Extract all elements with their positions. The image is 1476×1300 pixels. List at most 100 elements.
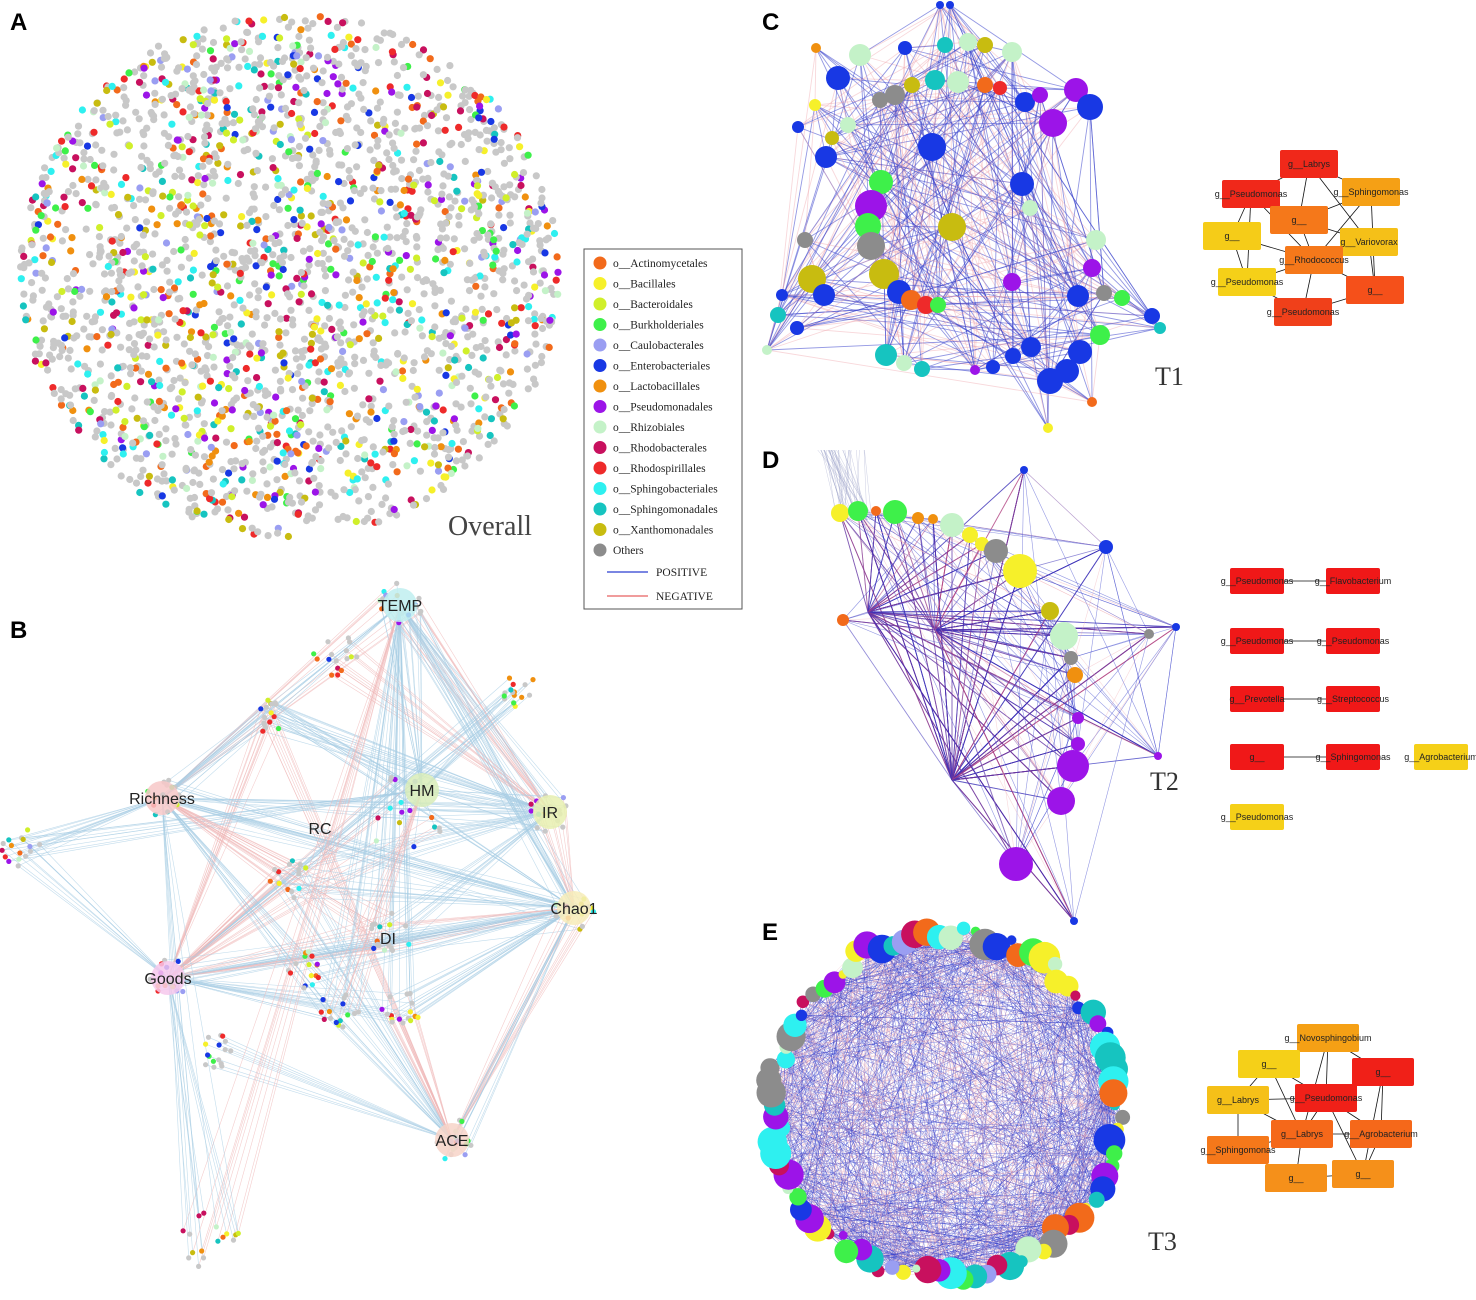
otu-node: [273, 457, 281, 465]
negative-edge: [881, 948, 1108, 1033]
positive-edge: [847, 122, 1054, 126]
positive-edge: [796, 239, 1097, 329]
otu-node: [317, 208, 325, 216]
edge: [328, 659, 551, 813]
panel-a-caption: Overall: [448, 511, 532, 542]
otu-node: [340, 235, 348, 243]
otu-node: [217, 229, 225, 237]
otu-node: [100, 455, 108, 463]
otu-node: [449, 83, 457, 91]
otu-node: [179, 36, 187, 44]
otu-node: [261, 387, 269, 395]
negative-edge: [1063, 635, 1159, 757]
otu-node: [468, 1142, 474, 1148]
edge: [167, 977, 419, 1018]
otu-node: [296, 121, 304, 129]
otu-node: [178, 172, 186, 180]
otu-node: [371, 945, 377, 952]
otu-node: [346, 341, 354, 349]
otu-node: [776, 289, 788, 301]
edge: [167, 977, 325, 1020]
otu-node: [450, 173, 458, 181]
positive-edge: [967, 41, 1013, 283]
otu-node: [58, 346, 66, 354]
otu-node: [210, 399, 219, 407]
edge: [161, 708, 262, 799]
otu-node: [143, 398, 151, 406]
otu-node: [43, 199, 51, 207]
otu-node: [346, 488, 354, 497]
otu-node: [69, 181, 77, 190]
otu-node: [309, 20, 317, 28]
otu-node: [93, 427, 101, 435]
otu-node: [250, 205, 258, 213]
positive-edge: [893, 945, 952, 1274]
otu-node: [255, 287, 263, 295]
otu-node: [193, 52, 201, 60]
otu-node: [505, 144, 513, 152]
otu-node: [150, 343, 158, 351]
otu-node: [86, 155, 94, 164]
negative-edge: [796, 327, 1032, 348]
otu-node: [474, 424, 482, 432]
otu-node: [139, 466, 147, 474]
otu-node: [327, 265, 335, 273]
otu-node: [96, 377, 104, 385]
otu-node: [165, 288, 174, 296]
otu-node: [160, 54, 168, 63]
otu-node: [351, 360, 359, 368]
otu-node: [377, 361, 385, 369]
positive-edge: [903, 944, 986, 1273]
otu-node: [296, 65, 304, 73]
otu-node: [276, 120, 284, 128]
edge: [376, 811, 551, 842]
otu-node: [121, 418, 129, 426]
otu-node: [267, 83, 275, 91]
otu-node: [297, 212, 305, 220]
otu-node: [289, 888, 295, 895]
otu-node: [896, 355, 912, 371]
otu-node: [478, 227, 486, 235]
edge: [161, 797, 217, 1227]
otu-node: [171, 90, 180, 98]
genus-label: g__Variovorax: [1340, 237, 1398, 247]
otu-node: [500, 183, 508, 191]
panel-c-t1-network: C T1 g__Labrysg__Sphingomonasg__Pseudomo…: [762, 1, 1409, 433]
otu-node: [370, 195, 379, 203]
positive-edge: [916, 1153, 1115, 1269]
otu-node: [196, 231, 204, 239]
positive-edge: [957, 81, 1026, 103]
otu-node: [278, 57, 287, 65]
otu-node: [201, 222, 209, 230]
otu-node: [338, 85, 346, 93]
otu-node: [229, 119, 237, 127]
negative-edge: [1017, 955, 1045, 1252]
otu-node: [537, 359, 546, 367]
edge: [867, 611, 1065, 637]
otu-node: [0, 847, 5, 853]
otu-node: [181, 379, 189, 387]
otu-node: [37, 841, 43, 848]
positive-edge: [1049, 267, 1093, 382]
otu-node: [302, 442, 310, 450]
otu-node: [1090, 325, 1110, 345]
otu-node: [212, 434, 220, 442]
genus-label: g__: [1249, 752, 1265, 762]
otu-node: [444, 76, 452, 85]
otu-node: [372, 87, 380, 95]
otu-node: [280, 252, 288, 260]
edge: [226, 604, 401, 1234]
otu-node: [462, 347, 470, 355]
otu-node: [135, 115, 143, 123]
edge: [867, 518, 934, 613]
positive-edge: [846, 928, 964, 1252]
otu-node: [140, 72, 148, 80]
otu-node: [815, 146, 837, 168]
otu-node: [185, 148, 193, 156]
otu-node: [260, 241, 268, 249]
otu-node: [451, 356, 459, 364]
otu-node: [430, 417, 438, 425]
otu-node: [323, 406, 331, 414]
otu-node: [335, 161, 343, 169]
otu-node: [172, 440, 180, 448]
